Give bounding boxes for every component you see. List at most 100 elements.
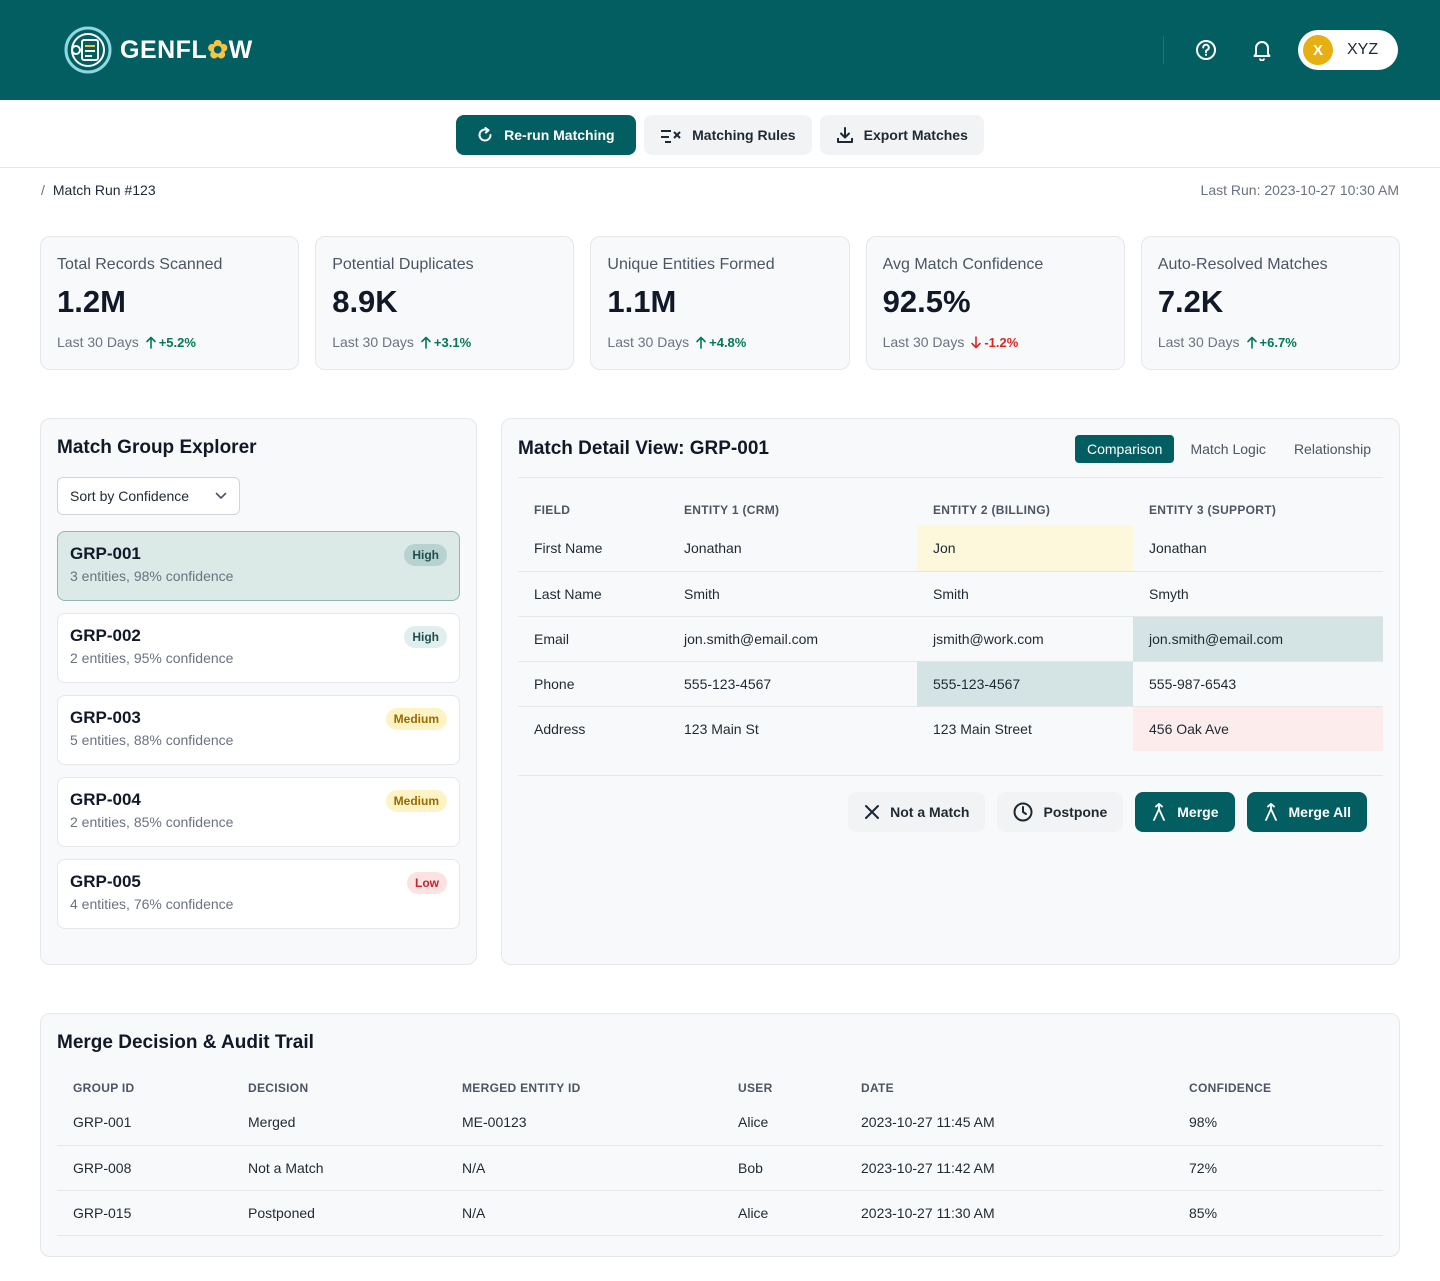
comparison-row: Address 123 Main St 123 Main Street 456 Oak… bbox=[518, 706, 1383, 751]
help-button[interactable] bbox=[1178, 30, 1234, 70]
kpi-label: Auto-Resolved Matches bbox=[1157, 256, 1328, 273]
audit-date: 2023-10-27 11:42 AM bbox=[845, 1145, 1173, 1191]
field-name: Last Name bbox=[518, 571, 668, 617]
rules-icon bbox=[661, 129, 681, 143]
merge-label: Merge bbox=[1177, 804, 1219, 820]
close-icon bbox=[865, 805, 880, 819]
merge-all-icon bbox=[1264, 803, 1277, 821]
kpi-period: Last 30 Days bbox=[607, 334, 690, 350]
audit-row: GRP-001 Merged ME-00123 Alice 2023-10-27 11:… bbox=[57, 1100, 1383, 1146]
audit-table: Group ID Decision Merged Entity ID User Date… bbox=[57, 1076, 1383, 1236]
arrow-down-icon bbox=[971, 335, 982, 348]
sort-dropdown[interactable]: Sort by Confidence bbox=[57, 477, 240, 515]
rerun-matching-label: Re-run Matching bbox=[504, 126, 615, 143]
arrow-up-icon bbox=[421, 336, 431, 349]
match-group-item[interactable]: GRP-004 2 entities, 85% confidence Medium bbox=[57, 777, 460, 847]
brand-logo[interactable]: GENFL✿W bbox=[62, 24, 253, 76]
merge-button[interactable]: Merge bbox=[1135, 792, 1235, 832]
kpi-period: Last 30 Days bbox=[882, 334, 965, 350]
entity-value: Jonathan bbox=[668, 526, 917, 572]
confidence-badge: High bbox=[404, 626, 447, 648]
audit-header: User bbox=[738, 1081, 773, 1095]
kpi-card: Avg Match Confidence 92.5% Last 30 Days -1.… bbox=[865, 236, 1125, 370]
not-a-match-label: Not a Match bbox=[890, 804, 970, 820]
notifications-button[interactable] bbox=[1234, 30, 1290, 70]
comparison-row: Last Name Smith Smith Smyth bbox=[518, 571, 1383, 617]
user-menu[interactable]: X XYZ bbox=[1298, 30, 1398, 70]
kpi-card: Total Records Scanned 1.2M Last 30 Days +5.… bbox=[40, 236, 300, 370]
kpi-label: Total Records Scanned bbox=[57, 256, 223, 273]
export-matches-button[interactable]: Export Matches bbox=[819, 114, 984, 155]
group-id: GRP-001 bbox=[70, 544, 141, 563]
match-group-item[interactable]: GRP-005 4 entities, 76% confidence Low bbox=[57, 859, 460, 929]
breadcrumb-separator: / bbox=[41, 182, 45, 198]
audit-decision: Merged bbox=[232, 1100, 446, 1146]
kpi-delta: -1.2% bbox=[970, 335, 1018, 350]
comparison-header: Entity 1 (CRM) bbox=[684, 503, 780, 517]
kpi-value: 1.1M bbox=[607, 284, 677, 319]
arrow-up-icon bbox=[696, 336, 706, 349]
kpi-value: 92.5% bbox=[882, 284, 971, 319]
kpi-delta: +5.2% bbox=[145, 335, 196, 350]
entity-value: jsmith@work.com bbox=[917, 616, 1133, 662]
detail-title: Match Detail View: GRP-001 bbox=[518, 438, 769, 459]
kpi-delta: +6.7% bbox=[1246, 335, 1297, 350]
tab-relationship[interactable]: Relationship bbox=[1293, 441, 1371, 457]
rerun-matching-button[interactable]: Re-run Matching bbox=[456, 114, 637, 155]
audit-trail-panel: Merge Decision & Audit Trail Group ID Dec… bbox=[40, 1013, 1400, 1257]
entity-value: Smith bbox=[917, 571, 1133, 617]
kpi-value: 1.2M bbox=[57, 284, 126, 319]
kpi-row: Total Records Scanned 1.2M Last 30 Days +5.… bbox=[0, 212, 1440, 370]
match-group-item[interactable]: GRP-001 3 entities, 98% confidence High bbox=[57, 531, 460, 601]
kpi-footer: Last 30 Days -1.2% bbox=[883, 334, 1108, 350]
match-group-item[interactable]: GRP-003 5 entities, 88% confidence Medium bbox=[57, 695, 460, 765]
detail-tabs: Comparison Match Logic Relationship bbox=[1074, 435, 1383, 463]
kpi-footer: Last 30 Days +5.2% bbox=[57, 334, 282, 350]
matching-rules-button[interactable]: Matching Rules bbox=[644, 114, 812, 155]
group-summary: 4 entities, 76% confidence bbox=[70, 896, 234, 912]
comparison-row: First Name Jonathan Jon Jonathan bbox=[518, 526, 1383, 572]
audit-date: 2023-10-27 11:30 AM bbox=[845, 1190, 1173, 1236]
tab-match-logic[interactable]: Match Logic bbox=[1190, 441, 1266, 457]
match-group-item[interactable]: GRP-002 2 entities, 95% confidence High bbox=[57, 613, 460, 683]
comparison-row: Phone 555-123-4567 555-123-4567 555-987-654… bbox=[518, 661, 1383, 707]
arrow-up-icon bbox=[145, 336, 156, 349]
audit-row: GRP-008 Not a Match N/A Bob 2023-10-27 11:42… bbox=[57, 1145, 1383, 1191]
avatar: X bbox=[1303, 35, 1333, 65]
match-detail-view: Match Detail View: GRP-001 Comparison Mat… bbox=[501, 418, 1400, 965]
breadcrumb-current[interactable]: Match Run #123 bbox=[52, 182, 156, 198]
download-icon bbox=[836, 126, 853, 143]
refresh-icon bbox=[478, 126, 492, 141]
audit-header: Decision bbox=[248, 1081, 309, 1095]
tab-comparison[interactable]: Comparison bbox=[1074, 435, 1175, 463]
entity-value: 555-123-4567 bbox=[917, 661, 1133, 707]
kpi-delta-value: +3.1% bbox=[433, 334, 472, 350]
comparison-table: Field Entity 1 (CRM) Entity 2 (Billing) Ent… bbox=[518, 494, 1383, 751]
postpone-button[interactable]: Postpone bbox=[997, 792, 1124, 832]
audit-group: GRP-001 bbox=[57, 1100, 232, 1146]
audit-group: GRP-015 bbox=[57, 1190, 232, 1236]
entity-value: Smyth bbox=[1133, 571, 1383, 617]
field-name: Email bbox=[518, 616, 668, 662]
merge-all-label: Merge All bbox=[1288, 804, 1352, 820]
kpi-delta-value: +5.2% bbox=[158, 334, 196, 350]
entity-value: 555-987-6543 bbox=[1133, 661, 1383, 707]
audit-confidence: 85% bbox=[1173, 1190, 1383, 1236]
sort-dropdown-value: Sort by Confidence bbox=[70, 488, 190, 504]
entity-value: 123 Main Street bbox=[933, 720, 1032, 737]
kpi-footer: Last 30 Days +3.1% bbox=[332, 334, 557, 350]
entity-value: jon.smith@email.com bbox=[1133, 616, 1383, 662]
entity-value: Jonathan bbox=[1133, 526, 1383, 572]
group-id: GRP-004 bbox=[70, 790, 141, 809]
bell-icon bbox=[1253, 41, 1271, 61]
group-id: GRP-005 bbox=[70, 872, 141, 891]
kpi-period: Last 30 Days bbox=[332, 334, 414, 350]
not-a-match-button[interactable]: Not a Match bbox=[848, 792, 986, 832]
audit-confidence: 72% bbox=[1173, 1145, 1383, 1191]
kpi-delta-value: +4.8% bbox=[709, 334, 747, 350]
audit-user: Bob bbox=[722, 1145, 845, 1191]
kpi-delta-value: +6.7% bbox=[1259, 334, 1297, 350]
comparison-row: Email jon.smith@email.com jsmith@work.com j… bbox=[518, 616, 1383, 662]
brand-name: GENFL✿W bbox=[120, 36, 253, 64]
merge-all-button[interactable]: Merge All bbox=[1246, 792, 1367, 832]
